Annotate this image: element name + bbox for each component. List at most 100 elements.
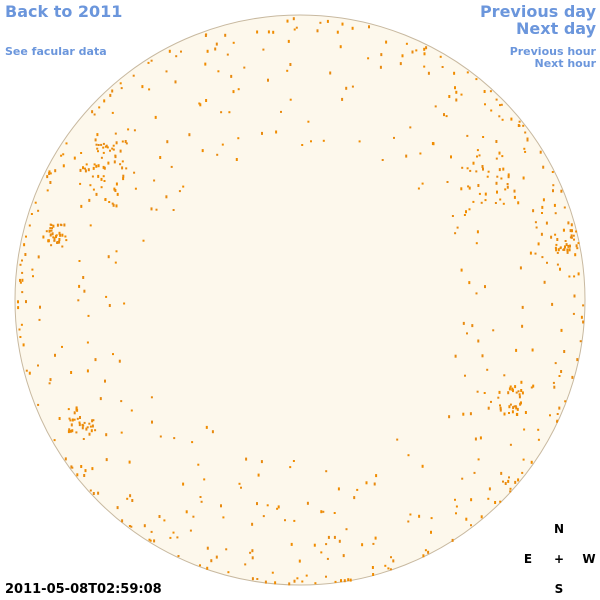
facula xyxy=(89,224,92,227)
facula xyxy=(108,304,111,307)
facula xyxy=(456,226,459,229)
facula xyxy=(467,185,470,188)
facula xyxy=(537,438,540,441)
facula xyxy=(487,170,490,173)
facula xyxy=(25,235,27,238)
facula xyxy=(471,324,474,328)
facula xyxy=(113,160,116,164)
facula xyxy=(148,538,151,541)
facula xyxy=(189,529,192,532)
facula xyxy=(441,66,444,68)
facula xyxy=(176,536,179,539)
facula xyxy=(227,571,230,574)
facula xyxy=(197,463,200,466)
facula xyxy=(49,233,52,237)
facula xyxy=(349,578,352,582)
facula xyxy=(206,546,209,550)
facula xyxy=(555,243,558,246)
facula xyxy=(577,272,580,276)
facula xyxy=(46,175,49,179)
facula xyxy=(553,385,556,389)
facula xyxy=(77,299,80,302)
previous-day-link[interactable]: Previous day xyxy=(479,2,596,21)
facula xyxy=(172,209,175,211)
facula xyxy=(523,147,526,150)
facula xyxy=(73,156,76,160)
facula xyxy=(91,110,94,114)
facula xyxy=(165,195,168,199)
facula xyxy=(455,512,457,515)
facula xyxy=(567,244,570,248)
facula xyxy=(564,240,567,242)
previous-hour-link[interactable]: Previous hour xyxy=(509,45,596,58)
back-link[interactable]: Back to 2011 xyxy=(5,2,123,21)
facula xyxy=(478,192,481,195)
facula xyxy=(92,188,95,191)
facula xyxy=(97,150,99,153)
facula xyxy=(517,478,520,482)
facula xyxy=(199,103,202,107)
facula xyxy=(56,241,58,244)
facula xyxy=(70,371,73,374)
facula xyxy=(337,487,340,491)
facula xyxy=(439,55,442,58)
facula xyxy=(407,520,410,523)
facula xyxy=(476,230,479,234)
facula xyxy=(468,208,471,211)
facula xyxy=(18,328,21,331)
facula xyxy=(53,237,56,241)
facula xyxy=(251,549,254,553)
facula xyxy=(569,244,571,248)
facula xyxy=(112,353,114,356)
facula xyxy=(100,156,103,159)
facula xyxy=(216,153,219,156)
facula xyxy=(128,460,131,464)
facula xyxy=(487,497,490,500)
facula xyxy=(220,111,223,114)
facula xyxy=(396,438,399,441)
facula xyxy=(554,362,557,365)
facula xyxy=(574,253,577,257)
facula xyxy=(508,405,511,409)
facula xyxy=(141,85,144,89)
facula xyxy=(351,85,354,88)
facula xyxy=(498,168,501,172)
facula xyxy=(71,466,74,469)
facula xyxy=(132,74,135,77)
next-hour-link[interactable]: Next hour xyxy=(534,57,597,70)
facula xyxy=(58,240,61,244)
facula xyxy=(345,528,348,531)
next-day-link[interactable]: Next day xyxy=(516,19,596,38)
facula xyxy=(205,425,208,429)
facula xyxy=(126,497,129,500)
facula xyxy=(49,181,52,184)
facula xyxy=(267,78,269,82)
facula xyxy=(499,408,502,412)
facula xyxy=(59,233,62,237)
facula xyxy=(484,103,486,106)
facula xyxy=(50,229,53,232)
facula xyxy=(379,65,382,69)
facula xyxy=(226,53,229,56)
facula xyxy=(55,235,57,239)
facula xyxy=(551,302,554,306)
facula xyxy=(562,248,565,251)
facula xyxy=(133,171,136,174)
facula xyxy=(53,239,56,242)
facula xyxy=(502,167,505,171)
facula xyxy=(244,563,247,566)
facula xyxy=(28,371,31,375)
facula xyxy=(127,128,130,131)
facula xyxy=(368,25,370,29)
facula xyxy=(537,242,540,246)
facula xyxy=(484,199,487,202)
facula xyxy=(60,154,63,157)
facular-link[interactable]: See facular data xyxy=(5,45,107,58)
facula xyxy=(501,155,504,158)
facula xyxy=(499,500,502,503)
facula xyxy=(63,223,66,227)
facula xyxy=(571,229,573,233)
facula xyxy=(306,501,309,505)
facula xyxy=(293,579,296,583)
facula xyxy=(67,430,70,434)
